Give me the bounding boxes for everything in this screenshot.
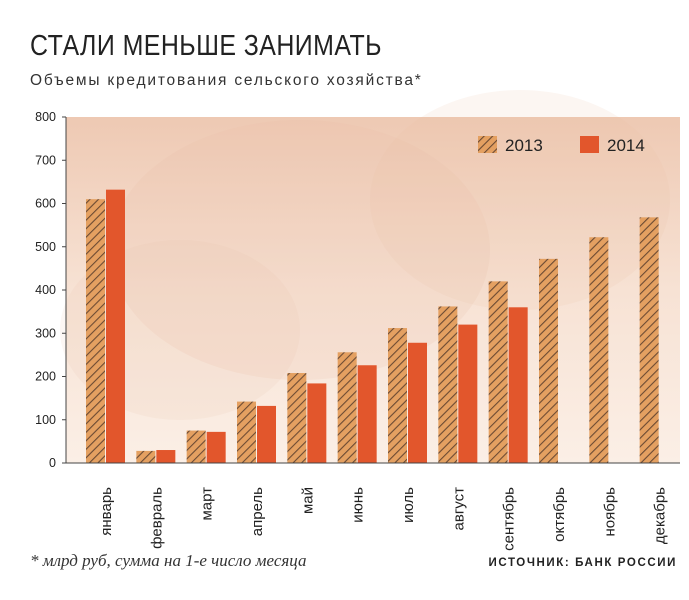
bar-2014-сентябрь: [508, 307, 528, 463]
legend-label-2013: 2013: [505, 136, 543, 155]
bar-2013-декабрь: [639, 217, 659, 463]
banknote-watermark: [370, 90, 670, 310]
bar-2014-апрель: [257, 405, 276, 463]
legend-swatch-2014: [580, 136, 599, 153]
legend: 2013 2014: [478, 136, 645, 155]
x-tick-label: июнь: [350, 487, 367, 523]
source-credit: ИСТОЧНИК: БАНК РОССИИ: [488, 557, 677, 569]
x-tick-label: август: [450, 487, 467, 531]
y-tick-label: 200: [35, 370, 56, 384]
x-tick-label: сентябрь: [501, 487, 518, 551]
chart-title: СТАЛИ МЕНЬШЕ ЗАНИМАТЬ: [30, 30, 382, 62]
banknote-watermark: [110, 120, 490, 380]
bar-2013-май: [287, 373, 307, 463]
x-tick-label: декабрь: [652, 487, 669, 544]
y-tick-label: 500: [35, 240, 56, 254]
x-tick-label: февраль: [148, 487, 165, 549]
chart-subtitle: Объемы кредитования сельского хозяйства*: [30, 72, 423, 89]
y-tick-label: 0: [49, 456, 56, 470]
bar-2013-апрель: [237, 401, 256, 463]
bar-2013-октябрь: [539, 258, 558, 463]
x-tick-label: июль: [400, 487, 417, 523]
y-tick-label: 300: [35, 326, 56, 340]
bar-2013-сентябрь: [488, 281, 508, 463]
bar-2014-июль: [408, 342, 427, 463]
bars-group: [86, 189, 659, 464]
bar-2014-март: [206, 431, 226, 463]
bar-2013-январь: [86, 199, 105, 464]
bar-2014-июнь: [357, 365, 377, 463]
x-tick-label: январь: [98, 487, 115, 536]
y-tick-label: 400: [35, 283, 56, 297]
bar-2014-май: [307, 383, 327, 463]
footnote: * млрд руб, сумма на 1-е число месяца: [30, 551, 307, 570]
bar-2014-январь: [106, 189, 125, 463]
x-tick-label: октябрь: [551, 487, 568, 542]
bar-2013-март: [186, 430, 206, 463]
bar-2014-август: [458, 324, 478, 463]
y-tick-label: 100: [35, 413, 56, 427]
y-tick-label: 800: [35, 110, 56, 124]
legend-label-2014: 2014: [607, 136, 645, 155]
x-tick-label: апрель: [249, 487, 266, 536]
bar-2013-июнь: [337, 352, 357, 463]
y-tick-label: 700: [35, 153, 56, 167]
x-axis: январь февраль март апрель май июнь июль август…: [66, 462, 680, 551]
legend-swatch-2013: [478, 136, 497, 153]
bar-2013-ноябрь: [589, 237, 609, 463]
y-tick-label: 600: [35, 197, 56, 211]
bar-2014-февраль: [156, 450, 176, 463]
bar-2013-февраль: [136, 450, 156, 463]
bar-2013-июль: [388, 328, 407, 463]
x-tick-label: май: [299, 487, 316, 514]
bar-2013-август: [438, 306, 458, 463]
x-tick-label: март: [199, 487, 216, 521]
x-tick-label: ноябрь: [601, 487, 618, 537]
y-axis: 0 100 200 300 400 500 600 700 800: [35, 110, 67, 470]
